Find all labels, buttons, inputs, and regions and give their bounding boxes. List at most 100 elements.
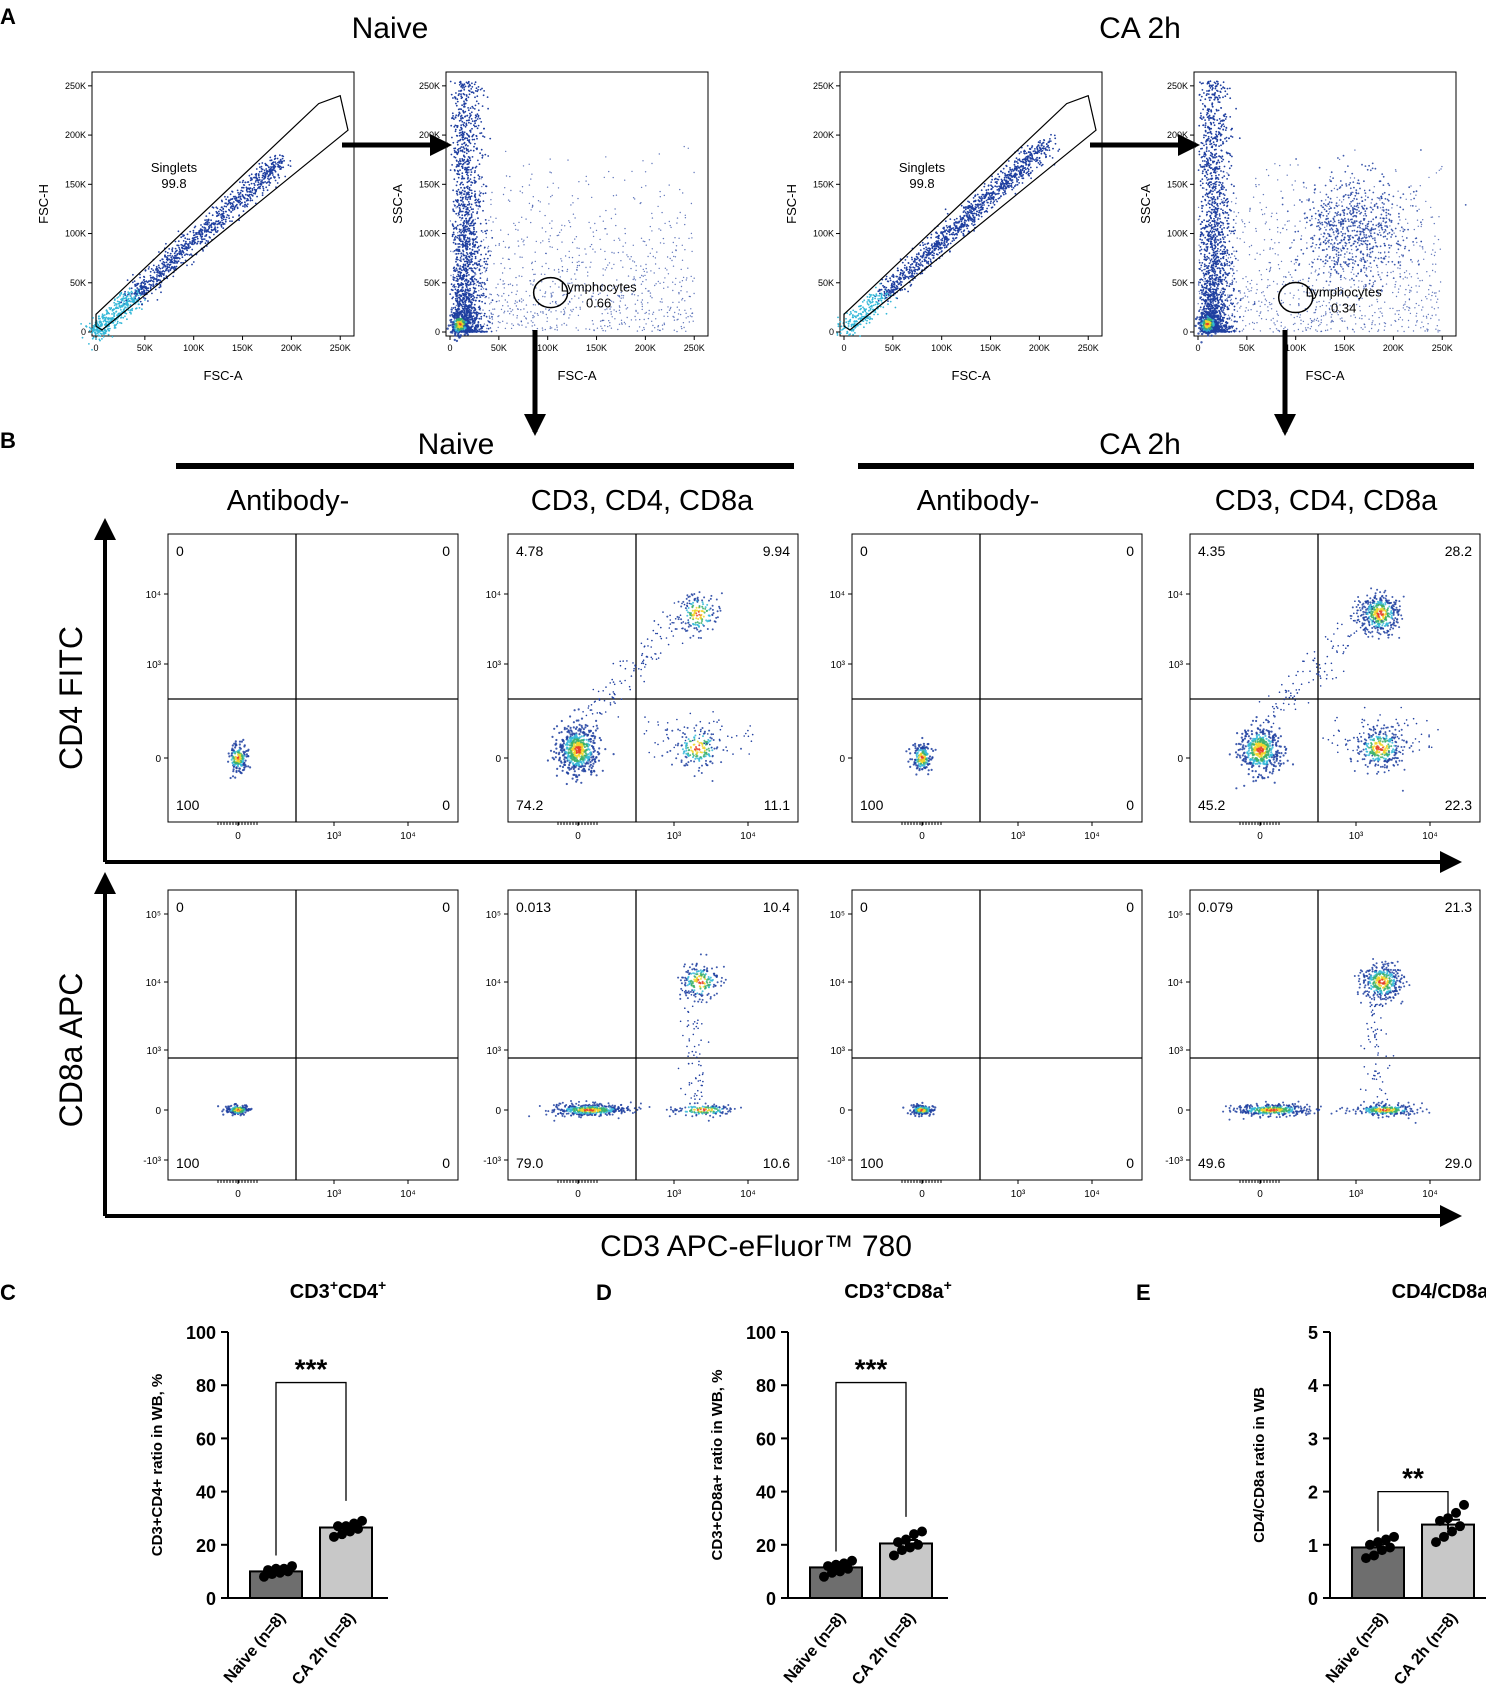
event-dot	[476, 148, 478, 151]
event-dot	[128, 293, 131, 296]
event-dot	[531, 262, 533, 265]
event-dot	[469, 289, 471, 291]
event-dot	[184, 237, 187, 240]
event-dot	[156, 271, 159, 273]
event-dot	[517, 229, 519, 231]
event-dot	[492, 313, 494, 316]
event-dot	[480, 230, 483, 232]
event-dot	[176, 249, 178, 252]
event-dot	[574, 238, 576, 240]
event-dot	[684, 217, 687, 219]
event-dot	[542, 311, 544, 313]
event-dot	[270, 170, 272, 173]
event-dot	[495, 330, 498, 332]
event-dot	[611, 316, 613, 318]
event-dot	[516, 290, 518, 292]
event-dot	[81, 336, 84, 339]
event-dot	[496, 300, 498, 303]
event-dot	[486, 257, 489, 260]
event-dot	[144, 299, 146, 301]
event-dot	[459, 216, 461, 219]
event-dot	[471, 307, 473, 310]
event-dot	[468, 203, 470, 206]
event-dot	[531, 325, 533, 327]
event-dot	[532, 321, 534, 324]
event-dot	[502, 257, 504, 259]
event-dot	[162, 261, 165, 263]
event-dot	[479, 132, 481, 135]
event-dot	[634, 198, 636, 200]
event-dot	[479, 296, 482, 298]
event-dot	[632, 197, 635, 199]
event-dot	[485, 260, 488, 263]
event-dot	[457, 108, 460, 111]
event-dot	[254, 202, 257, 205]
event-dot	[239, 197, 242, 200]
event-dot	[550, 292, 552, 294]
event-dot	[480, 253, 482, 256]
event-dot	[217, 210, 220, 213]
event-dot	[478, 328, 481, 331]
event-dot	[468, 192, 470, 194]
event-dot	[521, 192, 524, 194]
event-dot	[460, 186, 462, 189]
event-dot	[469, 107, 472, 109]
event-dot	[525, 326, 527, 328]
event-dot	[894, 286, 896, 289]
event-dot	[112, 312, 115, 314]
event-dot	[479, 200, 482, 203]
event-dot	[537, 299, 540, 301]
event-dot	[163, 270, 166, 273]
event-dot	[120, 292, 123, 295]
event-dot	[603, 176, 605, 179]
event-dot	[464, 168, 466, 171]
event-dot	[617, 294, 619, 297]
event-dot	[453, 338, 456, 342]
event-dot	[607, 264, 609, 266]
event-dot	[648, 239, 651, 241]
event-dot	[479, 152, 481, 155]
event-dot	[173, 268, 176, 271]
event-dot	[278, 176, 281, 179]
event-dot	[681, 244, 683, 246]
x-tick-label: 250K	[684, 343, 705, 353]
event-dot	[289, 165, 292, 168]
event-dot	[557, 234, 560, 236]
event-dot	[473, 296, 475, 298]
event-dot	[472, 263, 474, 266]
event-dot	[458, 237, 460, 240]
event-dot	[456, 199, 459, 201]
event-dot	[474, 257, 477, 260]
event-dot	[111, 318, 114, 321]
event-dot	[471, 248, 474, 251]
event-dot	[110, 307, 112, 310]
event-dot	[244, 181, 247, 184]
event-dot	[170, 256, 173, 259]
event-dot	[578, 247, 580, 250]
event-dot	[103, 319, 106, 322]
event-dot	[220, 209, 223, 212]
event-dot	[1016, 183, 1019, 186]
event-dot	[473, 226, 475, 229]
event-dot	[138, 290, 141, 293]
event-dot	[674, 256, 677, 258]
event-dot	[514, 300, 517, 302]
event-dot	[666, 311, 669, 314]
event-dot	[523, 239, 525, 241]
event-dot	[688, 321, 690, 323]
event-dot	[483, 127, 485, 130]
event-dot	[470, 303, 473, 306]
event-dot	[119, 321, 121, 324]
event-dot	[473, 278, 476, 280]
event-dot	[479, 282, 482, 284]
event-dot	[183, 244, 186, 247]
event-dot	[475, 87, 478, 90]
event-dot	[484, 263, 487, 265]
event-dot	[487, 327, 490, 330]
event-dot	[568, 317, 570, 319]
event-dot	[639, 276, 641, 279]
event-dot	[457, 234, 459, 237]
event-dot	[161, 270, 164, 273]
event-dot	[459, 129, 461, 132]
event-dot	[469, 159, 472, 162]
